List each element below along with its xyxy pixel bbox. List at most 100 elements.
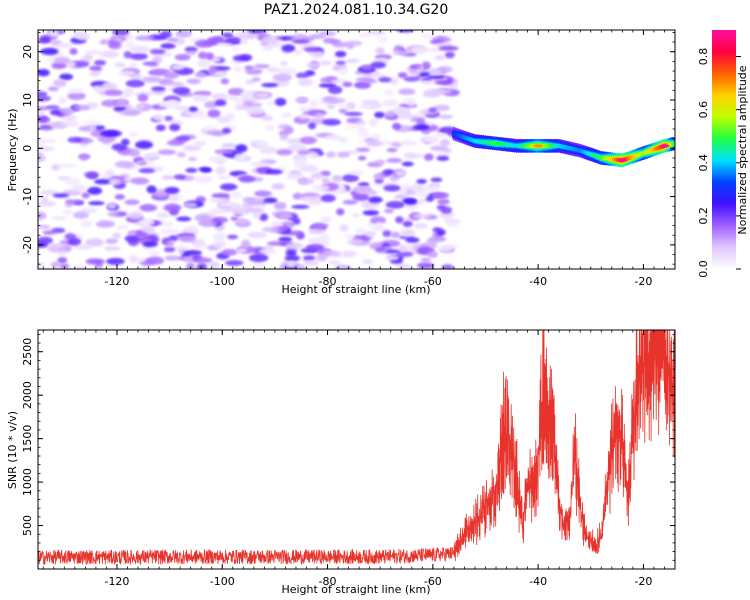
noise-cell	[405, 237, 420, 243]
noise-cell	[83, 50, 103, 55]
noise-cell	[411, 46, 430, 54]
noise-cell	[281, 112, 292, 118]
noise-cell	[67, 92, 86, 101]
x-tick-label: -100	[210, 275, 235, 288]
noise-cell	[139, 218, 155, 226]
y-tick-label: 20	[21, 45, 34, 59]
noise-cell	[286, 138, 304, 144]
noise-cell	[366, 30, 386, 36]
noise-cell	[104, 89, 123, 96]
noise-cell	[184, 46, 198, 53]
noise-cell	[135, 103, 146, 110]
noise-cell	[38, 111, 45, 117]
noise-cell	[309, 99, 319, 108]
noise-cell	[196, 263, 208, 269]
noise-cell	[409, 64, 422, 70]
noise-cell	[431, 88, 452, 95]
noise-cell	[245, 79, 256, 85]
noise-cell	[106, 257, 125, 265]
noise-cell	[125, 41, 136, 50]
noise-cell	[112, 232, 122, 239]
noise-cell	[427, 251, 439, 258]
x-tick-label: -40	[529, 575, 547, 588]
noise-cell	[62, 209, 73, 215]
noise-cell	[371, 133, 381, 140]
noise-cell	[259, 213, 269, 222]
noise-cell	[194, 39, 214, 48]
noise-cell	[165, 240, 175, 247]
noise-cell	[157, 149, 177, 155]
noise-cell	[114, 194, 126, 200]
colorbar-tick-label: 0.2	[697, 207, 710, 225]
noise-cell	[416, 118, 426, 125]
noise-cell	[192, 94, 209, 103]
noise-cell	[239, 90, 259, 99]
snr-x-label: Height of straight line (km)	[281, 583, 430, 596]
noise-cell	[386, 157, 403, 164]
noise-cell	[99, 50, 120, 58]
colorbar: 0.0 0.2 0.4 0.6 0.8 Normalized spectral ampl…	[697, 30, 749, 278]
noise-cell	[385, 201, 405, 209]
noise-cell	[431, 192, 450, 199]
noise-cell	[292, 192, 303, 200]
noise-cell	[216, 42, 233, 47]
noise-cell	[242, 197, 255, 203]
y-tick-label: 0	[21, 145, 34, 152]
noise-cell	[434, 55, 446, 60]
noise-cell	[439, 138, 451, 147]
noise-cell	[129, 45, 150, 54]
noise-cell	[396, 113, 415, 120]
colorbar-tick-label: 0.6	[697, 101, 710, 119]
noise-cell	[39, 189, 58, 195]
noise-cell	[185, 262, 195, 269]
noise-cell	[61, 120, 80, 127]
noise-cell	[361, 259, 374, 265]
noise-cell	[270, 221, 284, 228]
noise-cell	[73, 244, 92, 250]
noise-cell	[138, 168, 155, 174]
x-tick-label: -40	[529, 275, 547, 288]
noise-cell	[360, 99, 380, 105]
noise-cell	[356, 119, 366, 126]
noise-cell	[40, 47, 59, 55]
noise-cell	[38, 69, 50, 77]
noise-cell	[420, 257, 431, 263]
noise-cell	[211, 216, 228, 224]
noise-cell	[293, 50, 303, 56]
noise-cell	[79, 154, 89, 161]
noise-cell	[309, 50, 325, 59]
noise-cell	[38, 236, 53, 245]
noise-cell	[194, 214, 212, 222]
noise-cell	[128, 61, 138, 70]
noise-cell	[320, 194, 336, 203]
noise-cell	[185, 167, 198, 173]
noise-cell	[279, 60, 289, 67]
noise-cell	[89, 71, 101, 77]
noise-cell	[297, 78, 314, 87]
noise-cell	[395, 170, 406, 176]
noise-cell	[228, 95, 239, 101]
noise-cell	[127, 211, 144, 220]
noise-cell	[245, 102, 263, 108]
noise-cell	[262, 197, 278, 204]
noise-cell	[174, 53, 191, 61]
noise-cell	[226, 234, 239, 240]
noise-cell	[399, 187, 408, 196]
noise-cell	[395, 216, 404, 224]
noise-cell	[186, 78, 202, 84]
noise-cell	[398, 88, 416, 95]
noise-cell	[383, 89, 394, 96]
noise-cell	[38, 262, 46, 268]
noise-cell	[437, 245, 453, 253]
noise-cell	[320, 215, 333, 223]
noise-cell	[103, 246, 121, 251]
noise-cell	[230, 190, 242, 200]
noise-cell	[236, 248, 247, 253]
noise-cell	[247, 231, 267, 239]
noise-cell	[214, 149, 234, 155]
noise-cell	[402, 97, 414, 104]
noise-cell	[38, 138, 49, 144]
noise-cell	[286, 260, 296, 268]
noise-cell	[416, 178, 427, 184]
